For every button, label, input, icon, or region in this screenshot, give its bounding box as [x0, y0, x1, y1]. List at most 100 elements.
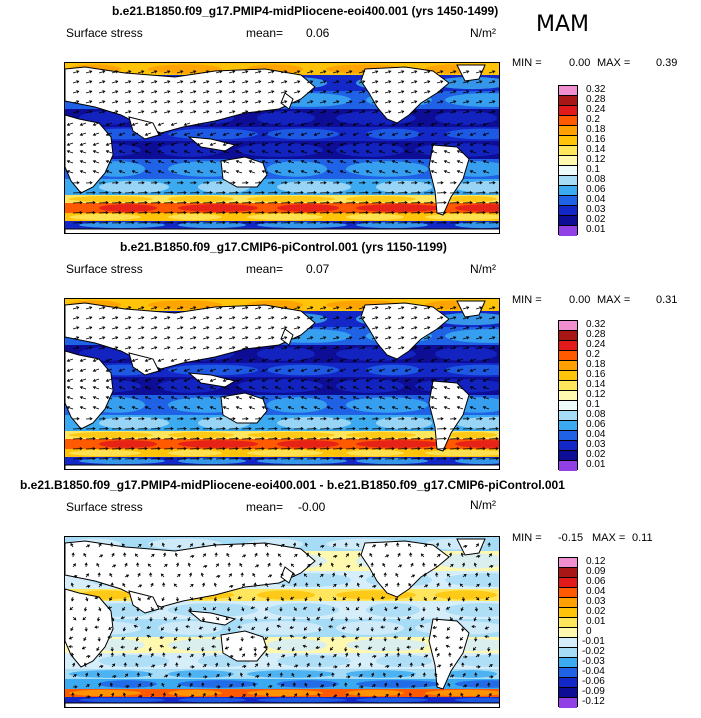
panel-1-min-value: 0.00	[569, 57, 591, 69]
stress-arrow-head	[349, 181, 353, 185]
stress-arrow	[444, 170, 451, 174]
stress-arrow-head	[391, 150, 395, 154]
stress-arrow-head	[336, 110, 340, 114]
stress-arrow-head	[66, 386, 70, 390]
stress-arrow-head	[404, 142, 408, 146]
panel-2-units: N/m²	[470, 262, 496, 276]
stress-arrow-head	[174, 552, 178, 556]
stress-arrow-head	[315, 616, 320, 620]
stress-arrow	[340, 122, 347, 126]
stress-arrow	[184, 406, 191, 410]
stress-arrow-head	[245, 70, 249, 74]
stress-arrow-head	[469, 170, 473, 174]
stress-arrow	[267, 70, 274, 74]
stress-arrow-head	[131, 170, 135, 174]
stress-arrow-head	[105, 201, 109, 205]
stress-arrow-head	[352, 437, 356, 441]
stress-arrow-head	[302, 635, 306, 640]
stress-arrow-head	[371, 672, 375, 676]
stress-arrow	[319, 346, 326, 350]
stress-arrow	[171, 396, 178, 400]
stress-arrow-head	[404, 396, 408, 400]
stress-arrow-head	[180, 181, 184, 185]
stress-arrow-head	[148, 648, 152, 652]
stress-arrow-head	[300, 160, 304, 164]
stress-arrow-head	[391, 132, 395, 136]
stress-arrow-head	[305, 582, 309, 586]
stress-arrow	[254, 326, 261, 330]
stress-arrow-head	[375, 326, 379, 330]
stress-arrow-head	[144, 437, 148, 441]
stress-arrow	[236, 368, 243, 372]
stress-arrow	[457, 378, 464, 382]
stress-arrow	[345, 346, 352, 350]
stress-arrow-head	[434, 672, 438, 676]
stress-arrow-head	[349, 100, 353, 104]
stress-arrow-head	[222, 170, 226, 174]
stress-arrow-head	[440, 417, 444, 421]
stress-arrow	[85, 110, 92, 114]
stress-arrow-head	[118, 368, 122, 372]
colorbar-swatch	[559, 648, 577, 658]
stress-arrow-head	[235, 437, 239, 441]
stress-arrow-head	[92, 457, 96, 461]
stress-arrow-head	[430, 378, 434, 382]
stress-arrow	[306, 326, 313, 330]
stress-arrow-head	[287, 132, 291, 136]
stress-arrow-head	[313, 170, 317, 174]
stress-arrow-head	[469, 457, 473, 461]
field-patch	[267, 128, 339, 140]
stress-arrow-head	[297, 90, 301, 94]
stress-arrow-head	[235, 447, 239, 451]
stress-arrow-head	[284, 316, 288, 320]
stress-arrow-head	[136, 608, 140, 612]
stress-arrow-head	[254, 618, 258, 622]
stress-arrow-head	[219, 80, 223, 84]
stress-arrow-head	[456, 406, 460, 410]
stress-arrow-head	[193, 346, 197, 350]
stress-arrow-head	[414, 90, 418, 94]
stress-arrow-head	[271, 80, 275, 84]
stress-arrow-head	[287, 122, 291, 126]
stress-arrow-head	[209, 170, 213, 174]
stress-arrow-head	[170, 132, 174, 136]
stress-arrow-head	[391, 406, 395, 410]
stress-arrow-head	[258, 346, 262, 350]
stress-arrow-head	[183, 170, 187, 174]
stress-arrow-head	[87, 695, 91, 699]
stress-arrow-head	[86, 684, 90, 688]
stress-arrow-head	[187, 618, 191, 622]
stress-arrow-head	[352, 358, 356, 362]
stress-arrow-head	[336, 100, 340, 104]
stress-arrow-head	[245, 90, 249, 94]
stress-arrow	[405, 406, 412, 410]
stress-arrow-head	[423, 597, 427, 601]
stress-arrow-head	[123, 552, 127, 556]
stress-arrow	[93, 368, 100, 372]
stress-arrow-head	[388, 316, 392, 320]
stress-arrow-head	[245, 417, 249, 421]
stress-arrow	[470, 160, 477, 164]
stress-arrow-head	[362, 336, 366, 340]
stress-arrow-head	[146, 596, 151, 600]
stress-arrow-head	[187, 562, 191, 566]
stress-arrow-head	[313, 201, 317, 205]
colorbar-tick-label: 0.28	[586, 329, 606, 340]
colorbar-tick-label: 0.18	[586, 359, 606, 370]
field-patch	[257, 221, 347, 229]
stress-arrow	[306, 100, 313, 104]
colorbar-tick-label: 0	[586, 626, 592, 637]
stress-arrow-head	[248, 150, 252, 154]
stress-arrow	[80, 142, 87, 146]
stress-arrow-head	[183, 142, 187, 146]
stress-arrow-head	[112, 663, 116, 667]
stress-arrow-head	[395, 597, 399, 601]
stress-arrow	[392, 378, 399, 382]
stress-arrow-head	[297, 110, 301, 114]
stress-arrow	[280, 346, 287, 350]
stress-arrow-head	[435, 542, 440, 546]
stress-arrow-head	[170, 427, 174, 431]
stress-arrow	[345, 316, 352, 320]
stress-arrow-head	[264, 636, 268, 640]
stress-arrow-head	[261, 406, 265, 410]
